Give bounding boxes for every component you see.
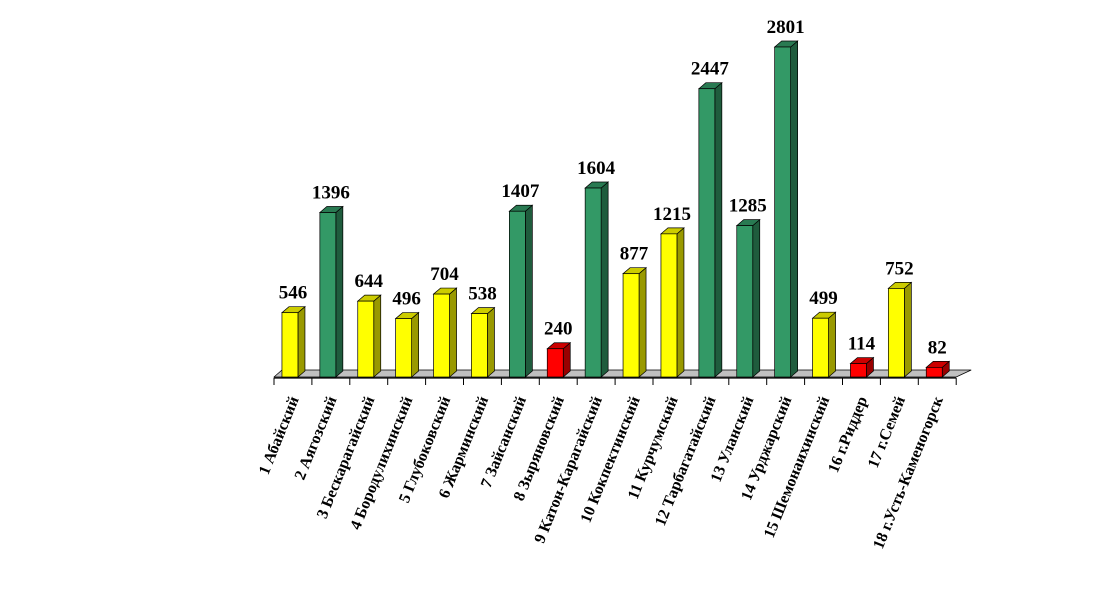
bar [812, 317, 829, 378]
bar-side [487, 306, 495, 378]
data-label: 1396 [312, 183, 350, 204]
bar-side [411, 311, 419, 378]
data-label: 877 [620, 244, 649, 265]
bar-side [828, 311, 836, 378]
bar [660, 233, 678, 378]
data-label: 240 [544, 319, 573, 340]
bar [471, 313, 488, 378]
data-label: 704 [430, 264, 459, 285]
bar [319, 212, 337, 378]
bar [736, 225, 754, 378]
bar [584, 187, 602, 378]
bar [774, 46, 792, 378]
x-tick-label: 16 г.Риддер [825, 394, 871, 475]
data-label: 1285 [729, 196, 767, 217]
data-label: 546 [279, 283, 308, 304]
bar [357, 300, 375, 378]
bar [546, 348, 564, 378]
bar [698, 88, 716, 378]
x-tick-label: 17 г.Семей [865, 394, 909, 470]
data-label: 499 [809, 288, 838, 309]
bar [622, 273, 640, 378]
data-label: 1604 [577, 158, 616, 179]
bar [925, 366, 943, 378]
data-label: 1215 [653, 204, 691, 225]
bar-side [297, 305, 306, 378]
data-label: 2447 [691, 59, 730, 80]
bar [433, 293, 450, 378]
data-label: 2801 [767, 17, 805, 38]
bar [281, 312, 299, 378]
bar-side [373, 294, 382, 378]
data-label: 1407 [501, 181, 540, 202]
data-label: 752 [885, 258, 914, 279]
bar [887, 288, 905, 378]
bar-side [524, 204, 533, 378]
bar-side [449, 287, 457, 378]
bar-side [714, 81, 723, 378]
x-tick-label: 18 г.Усть-Каменогорск [870, 393, 947, 551]
bar-side [600, 181, 609, 378]
bar-side [752, 218, 761, 378]
bar-side [903, 281, 912, 378]
bar [395, 318, 412, 378]
bar-side [790, 40, 799, 378]
data-label: 114 [848, 334, 876, 355]
bar [850, 363, 867, 378]
bar-side [335, 205, 344, 378]
bar-side [638, 266, 647, 378]
data-label: 538 [468, 284, 497, 305]
data-label: 496 [392, 289, 421, 310]
bar [509, 210, 526, 378]
bar-side [676, 227, 685, 378]
data-label: 644 [355, 271, 384, 292]
data-label: 82 [928, 337, 947, 358]
